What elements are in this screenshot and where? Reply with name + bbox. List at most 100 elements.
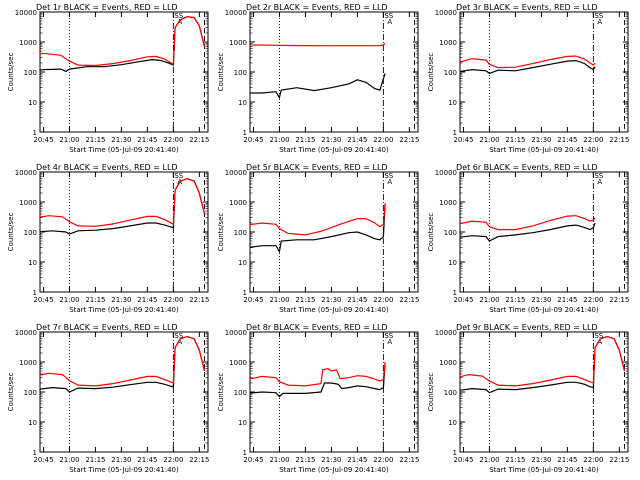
- x-axis-label: Start Time (05-Jul-09 20:41:40): [279, 466, 389, 474]
- y-tick-label: 100: [444, 229, 457, 237]
- x-axis-label: Start Time (05-Jul-09 20:41:40): [279, 146, 389, 154]
- y-axis-label: Counts/sec: [7, 373, 15, 412]
- y-tick-label: 100: [444, 389, 457, 397]
- x-axis-label: Start Time (05-Jul-09 20:41:40): [69, 146, 179, 154]
- panel-title: Det 6r BLACK = Events, RED = LLD: [456, 163, 598, 172]
- y-tick-label: 10000: [15, 9, 37, 17]
- flag-label: SS: [174, 172, 183, 180]
- y-tick-label: 10000: [225, 169, 247, 177]
- detector-panel-7: Det 7r BLACK = Events, RED = LLD 1 10 100 10…: [7, 323, 209, 474]
- flag-label: SS: [594, 12, 603, 20]
- flag-label: A: [177, 18, 182, 26]
- detector-panel-8: Det 8r BLACK = Events, RED = LLD 1 10 100 10…: [217, 323, 419, 474]
- y-tick-label: 1: [33, 289, 37, 297]
- flag-label: SS: [594, 332, 603, 340]
- x-axis-label: Start Time (05-Jul-09 20:41:40): [69, 466, 179, 474]
- x-tick-label: 21:45: [347, 456, 367, 464]
- y-axis-label: Counts/sec: [427, 373, 435, 412]
- x-tick-label: 21:30: [531, 296, 551, 304]
- y-tick-label: 10: [238, 419, 247, 427]
- y-tick-label: 10: [448, 419, 457, 427]
- y-tick-label: 10000: [15, 169, 37, 177]
- panel-title: Det 4r BLACK = Events, RED = LLD: [36, 163, 178, 172]
- x-tick-label: 21:00: [59, 456, 79, 464]
- x-tick-label: 21:00: [479, 136, 499, 144]
- y-axis-label: Counts/sec: [7, 213, 15, 252]
- panel-title: Det 3r BLACK = Events, RED = LLD: [456, 3, 598, 12]
- flag-label: SS: [384, 12, 393, 20]
- lld-series-line: [250, 361, 386, 387]
- y-axis-label: Counts/sec: [427, 213, 435, 252]
- flag-label: A: [597, 338, 602, 346]
- events-series-line: [250, 73, 386, 100]
- x-tick-label: 21:30: [321, 136, 341, 144]
- panel-title: Det 1r BLACK = Events, RED = LLD: [36, 3, 178, 12]
- plot-frame: [459, 11, 629, 133]
- x-tick-label: 21:00: [59, 136, 79, 144]
- x-tick-label: 21:45: [137, 456, 157, 464]
- plot-frame: [39, 11, 209, 133]
- y-tick-label: 10000: [15, 329, 37, 337]
- x-tick-label: 20:45: [243, 296, 263, 304]
- lld-series-line: [460, 215, 596, 231]
- x-tick-label: 20:45: [453, 456, 473, 464]
- plot-frame: [249, 11, 419, 133]
- x-tick-label: 22:00: [583, 456, 603, 464]
- x-tick-label: 21:30: [111, 296, 131, 304]
- x-tick-label: 22:00: [163, 136, 183, 144]
- flag-label: A: [597, 178, 602, 186]
- x-tick-label: 20:45: [33, 136, 53, 144]
- x-tick-label: 21:30: [531, 136, 551, 144]
- detector-panel-5: Det 5r BLACK = Events, RED = LLD 1 10 100 10…: [217, 163, 419, 314]
- x-axis-label: Start Time (05-Jul-09 20:41:40): [489, 466, 599, 474]
- x-axis-label: Start Time (05-Jul-09 20:41:40): [489, 306, 599, 314]
- x-tick-label: 20:45: [33, 296, 53, 304]
- x-tick-label: 21:00: [479, 456, 499, 464]
- y-tick-label: 1: [453, 129, 457, 137]
- panel-title: Det 8r BLACK = Events, RED = LLD: [246, 323, 388, 332]
- x-tick-label: 21:45: [137, 296, 157, 304]
- plot-frame: [249, 331, 419, 453]
- y-tick-label: 100: [24, 229, 37, 237]
- y-tick-label: 1: [33, 129, 37, 137]
- x-tick-label: 21:15: [295, 456, 315, 464]
- x-tick-label: 21:45: [137, 136, 157, 144]
- flag-label: SS: [384, 172, 393, 180]
- y-tick-label: 10: [28, 259, 37, 267]
- flag-label: A: [177, 338, 182, 346]
- y-tick-label: 1000: [229, 39, 247, 47]
- x-tick-label: 21:00: [59, 296, 79, 304]
- plot-frame: [459, 331, 629, 453]
- x-tick-label: 21:15: [295, 136, 315, 144]
- y-tick-label: 1: [453, 449, 457, 457]
- events-series-line: [250, 363, 386, 398]
- y-tick-label: 10: [448, 99, 457, 107]
- x-tick-label: 22:15: [189, 296, 209, 304]
- y-tick-label: 100: [234, 389, 247, 397]
- plot-frame: [249, 171, 419, 293]
- y-tick-label: 10: [238, 259, 247, 267]
- x-tick-label: 20:45: [243, 136, 263, 144]
- events-series-line: [250, 203, 386, 254]
- x-tick-label: 22:00: [583, 136, 603, 144]
- panel-title: Det 7r BLACK = Events, RED = LLD: [36, 323, 178, 332]
- flag-label: A: [387, 338, 392, 346]
- x-tick-label: 22:15: [399, 456, 419, 464]
- detector-panel-2: Det 2r BLACK = Events, RED = LLD 1 10 100 10…: [217, 3, 419, 154]
- x-tick-label: 20:45: [243, 456, 263, 464]
- y-axis-label: Counts/sec: [7, 53, 15, 92]
- x-tick-label: 22:15: [609, 136, 629, 144]
- y-tick-label: 1000: [19, 39, 37, 47]
- flag-label: A: [597, 18, 602, 26]
- x-tick-label: 21:15: [505, 296, 525, 304]
- events-series-line: [460, 222, 596, 242]
- y-axis-label: Counts/sec: [217, 373, 225, 412]
- x-tick-label: 20:45: [453, 136, 473, 144]
- y-tick-label: 10000: [435, 9, 457, 17]
- y-tick-label: 10: [238, 99, 247, 107]
- plot-frame: [459, 171, 629, 293]
- y-axis-label: Counts/sec: [427, 53, 435, 92]
- x-axis-label: Start Time (05-Jul-09 20:41:40): [279, 306, 389, 314]
- detector-panel-4: Det 4r BLACK = Events, RED = LLD 1 10 100 10…: [7, 163, 209, 314]
